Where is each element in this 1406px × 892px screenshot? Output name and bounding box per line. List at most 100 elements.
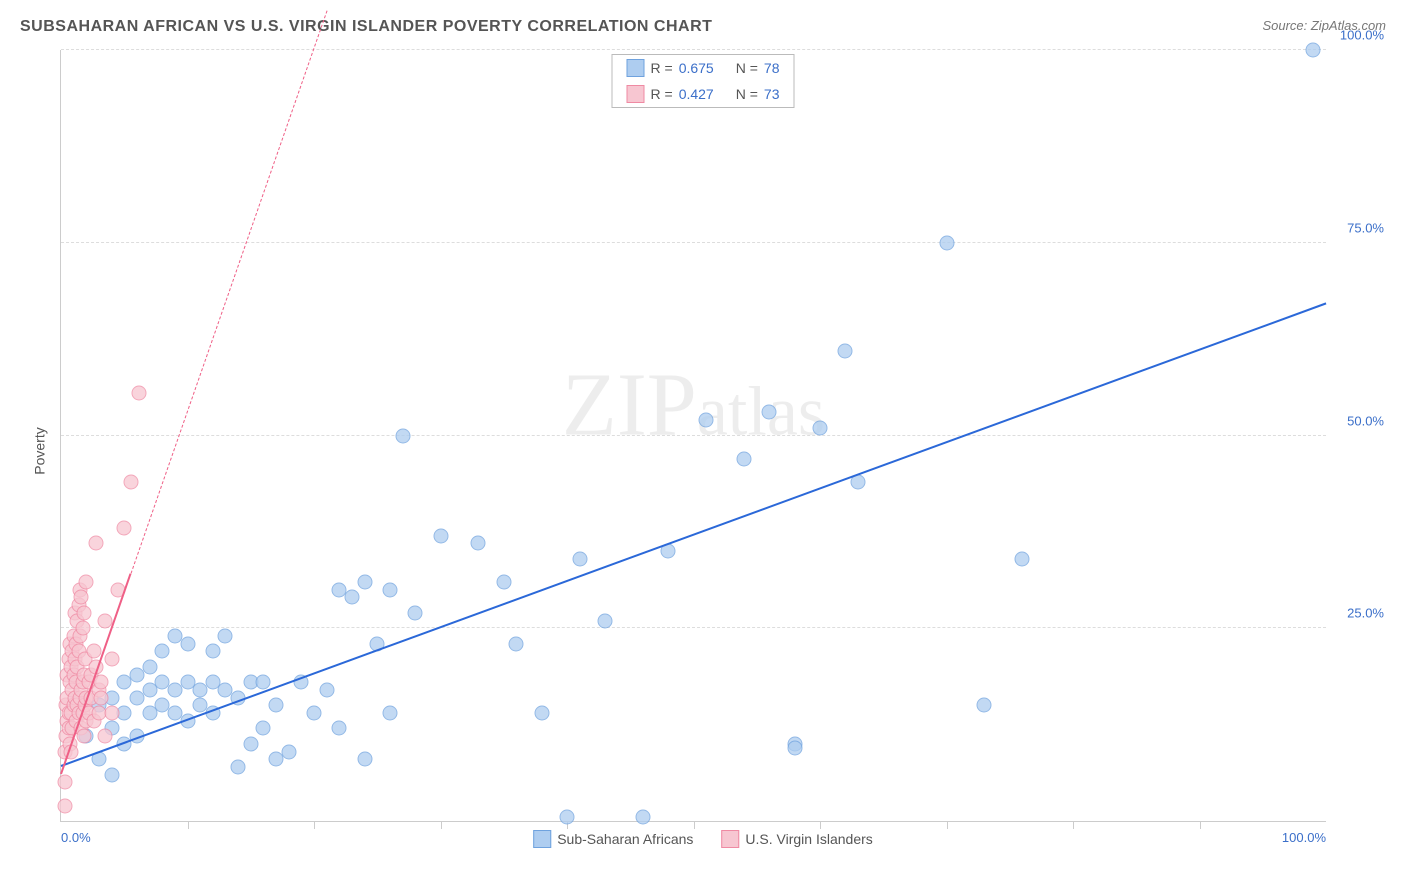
data-point — [699, 413, 714, 428]
data-point — [332, 721, 347, 736]
trend-line — [130, 11, 327, 574]
data-point — [132, 386, 147, 401]
scatter-plot: ZIPatlas 25.0%50.0%75.0%100.0%0.0%100.0% — [60, 50, 1326, 822]
x-tick — [820, 821, 821, 829]
x-tick-label-left: 0.0% — [61, 830, 91, 845]
data-point — [939, 235, 954, 250]
data-point — [205, 644, 220, 659]
trend-line — [61, 302, 1327, 766]
data-point — [123, 474, 138, 489]
data-point — [838, 343, 853, 358]
legend-n-label: N = — [736, 86, 758, 102]
legend-r-value: 0.427 — [679, 86, 714, 102]
y-axis-label: Poverty — [32, 427, 48, 474]
data-point — [560, 810, 575, 825]
y-tick-label: 100.0% — [1334, 28, 1384, 43]
data-point — [382, 582, 397, 597]
legend-n-value: 78 — [764, 60, 780, 76]
data-point — [281, 744, 296, 759]
legend-r-label: R = — [651, 86, 673, 102]
data-point — [74, 590, 89, 605]
legend-item: U.S. Virgin Islanders — [721, 830, 872, 848]
data-point — [75, 621, 90, 636]
data-point — [76, 729, 91, 744]
chart-header: SUBSAHARAN AFRICAN VS U.S. VIRGIN ISLAND… — [20, 18, 1386, 48]
legend-row: R = 0.675 N = 78 — [613, 55, 794, 81]
gridline — [61, 242, 1326, 243]
data-point — [76, 605, 91, 620]
correlation-legend: R = 0.675 N = 78 R = 0.427 N = 73 — [612, 54, 795, 108]
data-point — [1306, 43, 1321, 58]
legend-r-label: R = — [651, 60, 673, 76]
data-point — [471, 536, 486, 551]
data-point — [787, 740, 802, 755]
legend-swatch — [533, 830, 551, 848]
y-tick-label: 75.0% — [1334, 220, 1384, 235]
data-point — [104, 652, 119, 667]
data-point — [408, 605, 423, 620]
legend-swatch — [721, 830, 739, 848]
x-tick — [441, 821, 442, 829]
data-point — [79, 575, 94, 590]
legend-n-label: N = — [736, 60, 758, 76]
data-point — [94, 690, 109, 705]
data-point — [269, 698, 284, 713]
legend-r-value: 0.675 — [679, 60, 714, 76]
data-point — [1015, 551, 1030, 566]
legend-row: R = 0.427 N = 73 — [613, 81, 794, 107]
data-point — [534, 706, 549, 721]
data-point — [155, 644, 170, 659]
legend-item-label: U.S. Virgin Islanders — [745, 831, 872, 847]
data-point — [256, 721, 271, 736]
data-point — [977, 698, 992, 713]
data-point — [357, 575, 372, 590]
legend-item-label: Sub-Saharan Africans — [557, 831, 693, 847]
chart-area: Poverty ZIPatlas 25.0%50.0%75.0%100.0%0.… — [20, 50, 1386, 852]
data-point — [218, 628, 233, 643]
data-point — [98, 729, 113, 744]
x-tick — [188, 821, 189, 829]
legend-n-value: 73 — [764, 86, 780, 102]
data-point — [635, 810, 650, 825]
data-point — [597, 613, 612, 628]
x-tick — [314, 821, 315, 829]
data-point — [433, 528, 448, 543]
data-point — [307, 706, 322, 721]
data-point — [57, 798, 72, 813]
data-point — [319, 682, 334, 697]
data-point — [243, 736, 258, 751]
data-point — [89, 536, 104, 551]
data-point — [382, 706, 397, 721]
data-point — [357, 752, 372, 767]
x-tick — [1200, 821, 1201, 829]
chart-title: SUBSAHARAN AFRICAN VS U.S. VIRGIN ISLAND… — [20, 18, 712, 35]
data-point — [117, 521, 132, 536]
data-point — [762, 405, 777, 420]
series-legend: Sub-Saharan Africans U.S. Virgin Islander… — [533, 830, 873, 848]
legend-swatch — [627, 85, 645, 103]
gridline — [61, 627, 1326, 628]
legend-item: Sub-Saharan Africans — [533, 830, 693, 848]
legend-swatch — [627, 59, 645, 77]
data-point — [180, 636, 195, 651]
watermark: ZIPatlas — [562, 353, 825, 456]
x-tick — [1073, 821, 1074, 829]
data-point — [737, 451, 752, 466]
data-point — [57, 775, 72, 790]
data-point — [496, 575, 511, 590]
data-point — [104, 706, 119, 721]
data-point — [813, 420, 828, 435]
data-point — [344, 590, 359, 605]
y-tick-label: 50.0% — [1334, 413, 1384, 428]
data-point — [86, 644, 101, 659]
data-point — [231, 760, 246, 775]
data-point — [395, 428, 410, 443]
x-tick — [694, 821, 695, 829]
data-point — [104, 767, 119, 782]
gridline — [61, 435, 1326, 436]
data-point — [94, 675, 109, 690]
y-tick-label: 25.0% — [1334, 606, 1384, 621]
x-tick-label-right: 100.0% — [1282, 830, 1326, 845]
data-point — [142, 659, 157, 674]
x-tick — [947, 821, 948, 829]
